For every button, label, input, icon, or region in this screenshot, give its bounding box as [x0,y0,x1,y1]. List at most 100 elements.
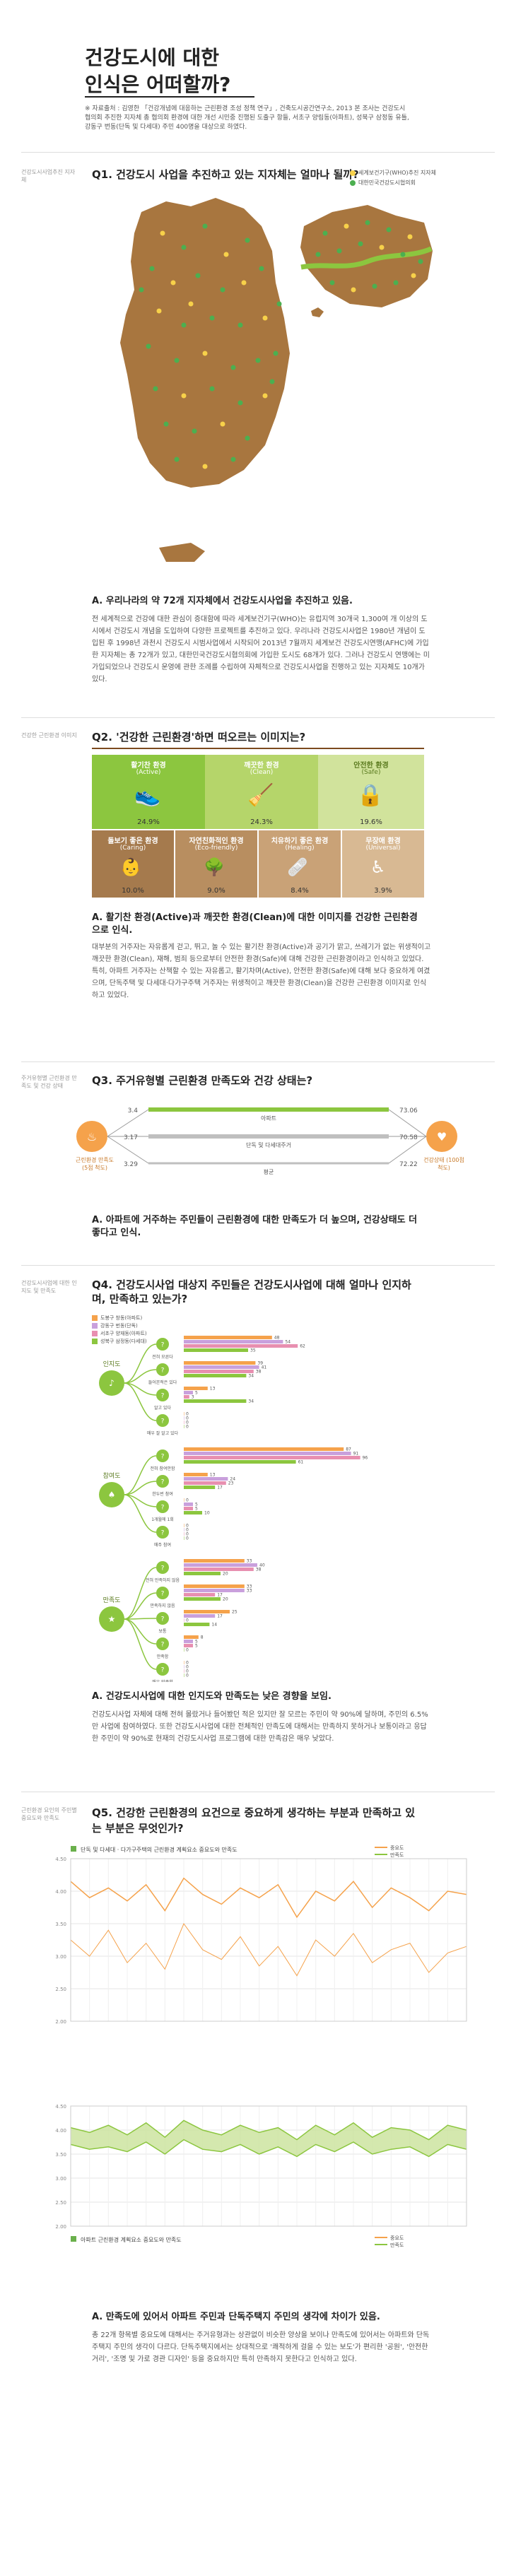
connector [124,1618,157,1670]
district-dot [139,287,144,293]
question-mark-icon: ? [161,1591,165,1598]
chart-title: 단독 및 다세대 · 다가구주택의 근린환경 계획요소 중요도와 만족도 [81,1846,238,1853]
q3-diagram: ♨ ♥ 3.4 73.06 아파트 3.17 70.58 단독 및 다세대주거 … [76,1107,457,1175]
bar [184,1614,216,1618]
tile-active: 활기찬 환경 (Active) 👟 24.9% [92,755,205,829]
group-glyph-icon: ♠ [108,1490,116,1500]
y-tick-label: 2.50 [55,1987,66,1992]
q4-answer-body: 건강도시사업 자체에 대해 전혀 몰랐거나 들어봤던 적은 있지만 잘 모르는 … [92,1711,428,1743]
stroller-icon: 👶 [120,857,141,877]
bar-value: 35 [250,1348,256,1353]
bar [184,1610,230,1613]
legend-item-who: 세계보건기구(WHO)추진 지자체 [350,168,436,178]
bar [184,1593,216,1596]
item-label: 만족하지 않음 [150,1603,175,1608]
tile-universal: 무장애 환경 (Universal) ♿ 3.9% [342,830,424,898]
item-label: 매우 만족함 [152,1679,173,1682]
item-label: 보통 [158,1629,167,1634]
q5-question: Q5. 건강한 근린환경의 요건으로 중요하게 생각하는 부분과 만족하고 있는… [92,1806,416,1835]
q2-side-label: 건강한 근린환경 이미지 [21,732,77,739]
district-dot [245,237,250,243]
bar [184,1460,296,1464]
row-left-value: 3.17 [124,1134,138,1141]
yellow-dot-icon [350,170,356,176]
bar [184,1447,344,1451]
source-note: ※ 자료출처 : 김영한 「건강개념에 대응하는 근린환경 조성 정책 연구」,… [85,105,409,131]
bar-value: 38 [256,1370,262,1375]
q1-answer-body: 전 세계적으로 건강에 대한 관심이 증대함에 따라 세계보건기구(WHO)는 … [92,616,430,683]
leaf-icon: ♨ [87,1130,97,1143]
district-dot [269,379,275,384]
bar-value: 23 [228,1481,234,1486]
tile-clean: 깨끗한 환경 (Clean) 🧹 24.3% [205,755,318,829]
district-dot [245,435,250,441]
ulleung-island-shape [311,307,324,317]
q2-tiles: 활기찬 환경 (Active) 👟 24.9% 깨끗한 환경 (Clean) 🧹… [92,755,424,903]
bar-value: 20 [223,1597,228,1602]
district-dot [262,393,268,399]
district-dot [358,241,363,247]
gap-area [71,2120,467,2157]
connector [124,1455,157,1495]
item-label: 전혀 만족하지 않음 [146,1577,180,1583]
q3-question: Q3. 주거유형별 근린환경 만족도와 건강 상태는? [92,1074,313,1087]
q4-item: ? 보통 25 17 0 14 [156,1610,238,1634]
group-circle-icon [99,1606,124,1632]
q3-side-label: 주거유형별 근린환경 만족도 및 건강 상태 [21,1075,77,1089]
item-circle-icon [156,1338,169,1351]
satisfaction-circle-icon [76,1121,107,1152]
bar [184,1452,351,1455]
district-dot [329,280,335,286]
row-left-value: 3.4 [128,1107,139,1114]
bar-value: 38 [256,1568,262,1572]
item-label: 알고 있다 [154,1405,171,1411]
item-label: 한두번 참여 [152,1491,173,1497]
district-dot [195,273,201,278]
y-tick-label: 4.00 [55,1889,66,1895]
legend-swatch-icon [92,1315,98,1321]
question-mark-icon: ? [161,1479,165,1486]
district-dot [160,230,165,236]
q2-underline [92,748,424,749]
tile-pct: 19.6% [360,818,382,826]
district-dot [202,464,208,469]
right-connectors [388,1109,427,1164]
item-circle-icon [156,1449,169,1462]
district-dot [379,245,385,250]
legend-label: 중요도 [390,2235,404,2241]
bar [184,1559,245,1563]
tile-pct: 3.9% [374,887,392,895]
connector [124,1369,157,1384]
q3-answer-head: A. 아파트에 거주하는 주민들이 근린환경에 대한 만족도가 더 높으며, 건… [92,1215,418,1238]
district-dot [315,252,321,257]
y-tick-label: 3.00 [55,1954,66,1960]
bar-value: 13 [210,1473,216,1478]
bar-value: 3 [192,1395,194,1400]
district-dot [411,273,416,278]
series-line-satisfaction [70,2139,467,2158]
item-circle-icon [156,1389,169,1401]
bar-value: 54 [285,1340,291,1345]
bar [184,1395,189,1399]
bar [184,1361,256,1365]
y-tick-label: 4.50 [55,1857,66,1862]
q4-question: Q4. 건강도시사업 대상지 주민들은 건강도시사업에 대해 얼마나 인지하며,… [92,1278,411,1305]
q5-side-label: 근린환경 요인의 주민별 중요도와 만족도 [21,1807,77,1821]
legend-label: 만족도 [390,2242,404,2248]
bar-value: 17 [217,1486,223,1490]
item-circle-icon [156,1500,169,1513]
q2-answer-body: 대부분의 거주자는 자유롭게 걷고, 뛰고, 놀 수 있는 활기찬 환경(Act… [92,943,431,999]
title-underline [85,96,254,98]
bar-value: 0 [186,1498,189,1503]
item-label: 들어본적은 있다 [148,1380,177,1385]
group-circle-icon [99,1482,124,1507]
question-mark-icon: ? [161,1505,165,1512]
y-tick-label: 2.00 [55,2019,66,2025]
district-dot [238,400,243,406]
district-dot [149,266,155,271]
tree-icon: 🌳 [204,857,225,877]
q1-side-label: 건강도시사업추진 지자체 [21,169,76,183]
